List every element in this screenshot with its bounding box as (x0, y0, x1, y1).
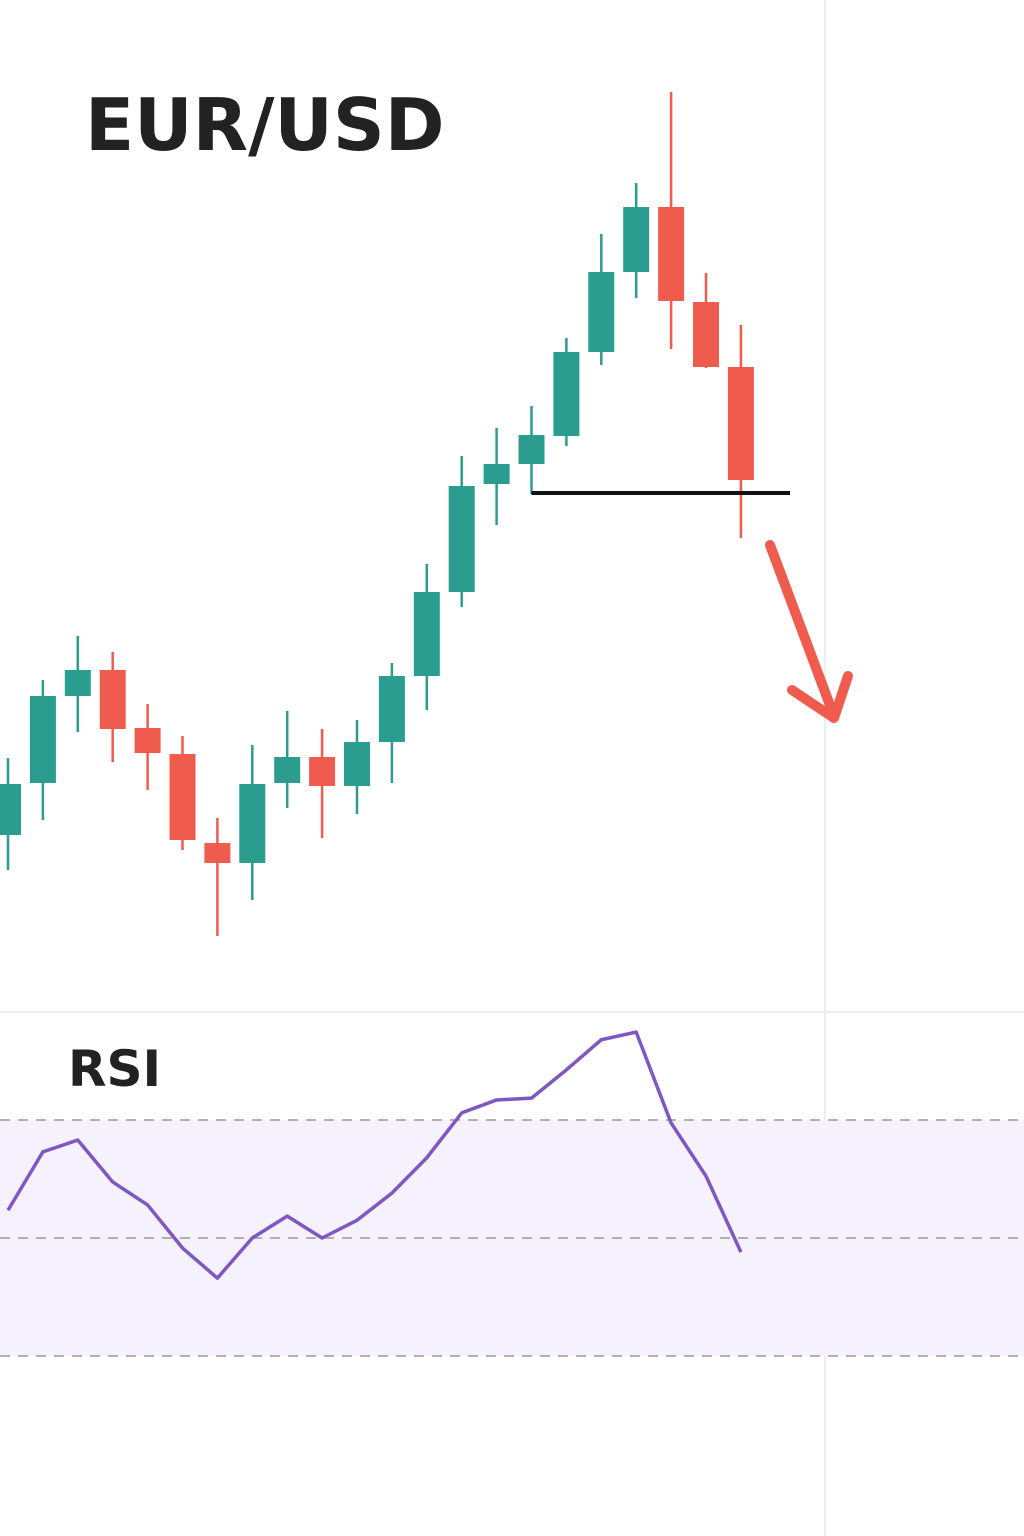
candle-body (309, 757, 336, 786)
arrow-shaft (765, 540, 839, 721)
candle-body (99, 670, 126, 729)
candle-body (588, 272, 615, 352)
candle-body (204, 843, 231, 863)
chart-title: EUR/USD (85, 83, 444, 167)
candle-body (693, 302, 719, 367)
candle-body (553, 352, 580, 436)
candle-body (727, 367, 754, 480)
down-arrow (765, 540, 853, 723)
rsi-title: RSI (68, 1040, 161, 1098)
candle-body (169, 754, 196, 840)
candle-body (658, 207, 685, 301)
arrow-head (787, 671, 853, 723)
candle-body (239, 784, 266, 863)
candle-body (448, 486, 475, 592)
candle-body (518, 435, 545, 464)
rsi-panel (0, 1030, 1024, 1357)
candle-body (274, 757, 301, 783)
candle-body (413, 592, 440, 676)
candle-body (378, 676, 405, 742)
rsi-line (6, 1030, 743, 1280)
candle-body (344, 742, 370, 786)
candle-body (0, 784, 21, 835)
candle-body (134, 728, 161, 753)
candle-body (29, 696, 56, 783)
candle-body (483, 464, 510, 484)
price-panel (0, 92, 790, 936)
candle-body (623, 207, 650, 272)
candle-body (64, 670, 91, 696)
